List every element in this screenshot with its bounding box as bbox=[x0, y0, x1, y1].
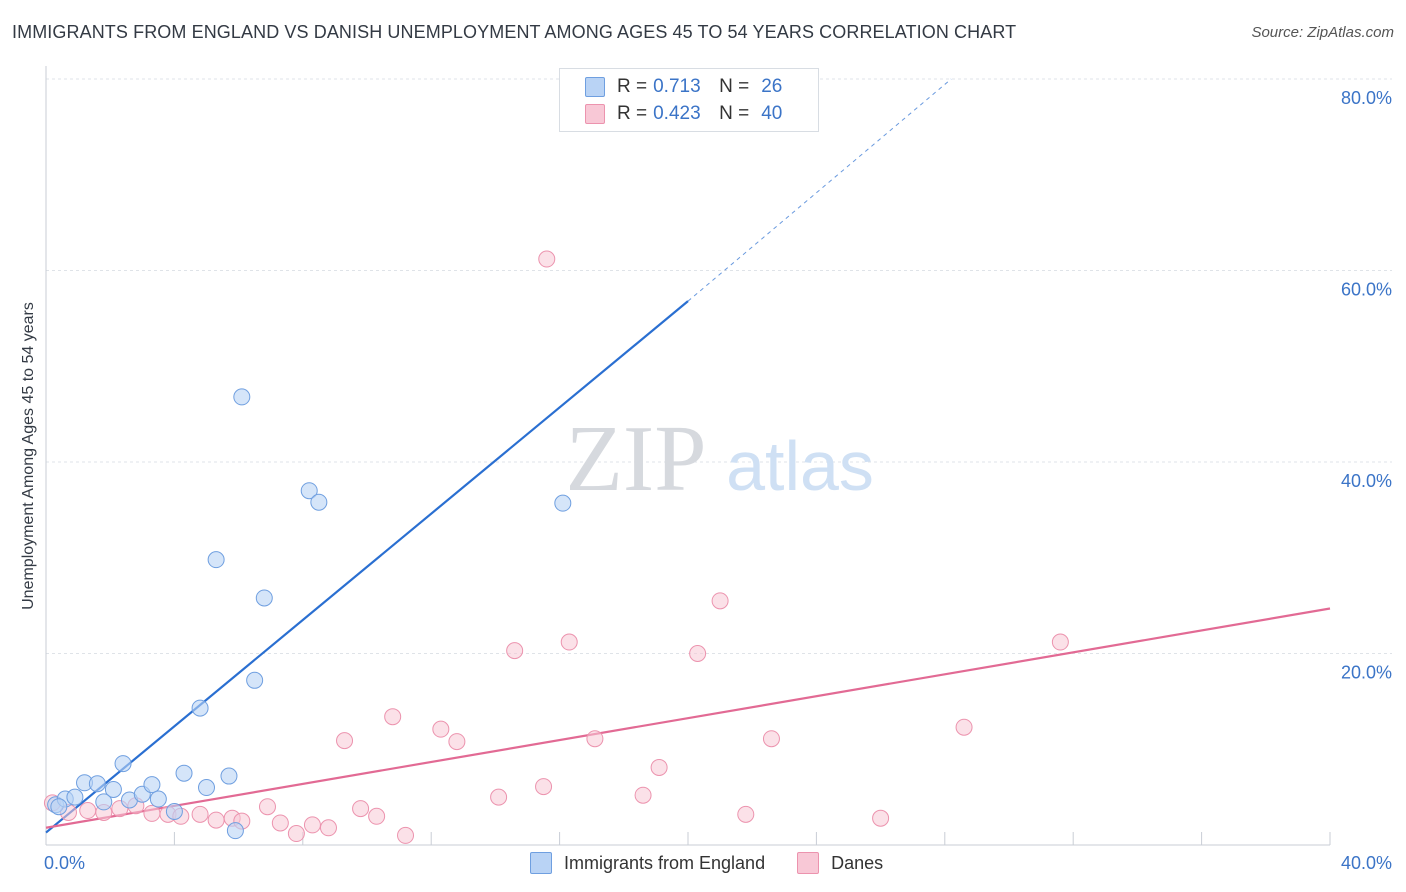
point-england bbox=[233, 388, 251, 406]
trend-line-danes bbox=[45, 607, 1331, 829]
point-danes bbox=[506, 642, 524, 660]
point-england bbox=[66, 788, 84, 806]
point-england bbox=[226, 822, 244, 840]
point-danes bbox=[384, 708, 402, 726]
point-danes bbox=[352, 800, 370, 818]
point-danes bbox=[397, 826, 415, 844]
source-label: Source: ZipAtlas.com bbox=[1251, 24, 1394, 41]
point-danes bbox=[634, 786, 652, 804]
point-danes bbox=[336, 732, 354, 750]
point-england bbox=[255, 589, 273, 607]
point-danes bbox=[538, 250, 556, 268]
point-danes bbox=[368, 807, 386, 825]
point-england bbox=[95, 793, 113, 811]
england-swatch bbox=[585, 77, 605, 97]
legend-item-england[interactable]: Immigrants from England bbox=[530, 852, 765, 874]
point-england bbox=[207, 551, 225, 569]
point-danes bbox=[689, 645, 707, 662]
point-danes bbox=[1051, 633, 1069, 651]
r-value: 0.713 bbox=[653, 76, 701, 97]
point-england bbox=[220, 767, 238, 785]
stats-legend: R = 0.713 N = 26 R = 0.423 N = 40 bbox=[559, 68, 819, 132]
n-label: N = bbox=[719, 76, 750, 97]
n-value: 40 bbox=[761, 103, 783, 124]
point-england bbox=[114, 755, 132, 773]
point-danes bbox=[737, 805, 755, 823]
point-danes bbox=[319, 819, 337, 837]
y-tick-label: 60.0% bbox=[1341, 280, 1392, 300]
point-danes bbox=[650, 758, 668, 776]
stats-row-england: R = 0.713 N = 26 bbox=[585, 75, 782, 99]
point-england bbox=[246, 671, 264, 689]
legend-label-danes: Danes bbox=[831, 852, 884, 873]
point-danes bbox=[258, 798, 276, 816]
series-legend: Immigrants from England Danes bbox=[530, 852, 915, 874]
point-danes bbox=[79, 802, 97, 820]
point-danes bbox=[560, 633, 578, 651]
point-england bbox=[191, 699, 209, 717]
r-value: 0.423 bbox=[653, 103, 701, 124]
trend-line-england bbox=[45, 300, 689, 834]
point-england bbox=[50, 798, 68, 816]
danes-swatch bbox=[797, 852, 820, 874]
england-swatch bbox=[530, 852, 552, 874]
point-danes bbox=[762, 730, 780, 748]
point-danes bbox=[535, 778, 553, 796]
point-danes bbox=[955, 718, 973, 736]
grid-layer bbox=[46, 78, 1392, 654]
point-danes bbox=[207, 811, 225, 829]
point-danes bbox=[303, 816, 321, 834]
y-tick-label: 80.0% bbox=[1341, 88, 1392, 108]
n-value: 26 bbox=[761, 76, 783, 97]
x-tick-label: 40.0% bbox=[1341, 853, 1392, 873]
point-england bbox=[149, 790, 167, 808]
point-danes bbox=[490, 788, 508, 806]
point-england bbox=[175, 764, 193, 782]
chart-title: IMMIGRANTS FROM ENGLAND VS DANISH UNEMPL… bbox=[12, 22, 1017, 42]
watermark-zip: ZIP bbox=[566, 407, 707, 511]
trend-lines bbox=[45, 78, 1331, 834]
point-england bbox=[198, 779, 215, 797]
axes-layer: 20.0% 40.0% 60.0% 80.0% 0.0% 40.0% bbox=[44, 66, 1392, 873]
x-tick-label: 0.0% bbox=[44, 853, 85, 873]
y-tick-label: 20.0% bbox=[1341, 663, 1392, 683]
r-label: R = bbox=[617, 103, 648, 124]
point-danes bbox=[287, 825, 305, 843]
legend-label-england: Immigrants from England bbox=[564, 852, 766, 873]
point-england bbox=[104, 780, 122, 798]
trend-line-england-extension bbox=[687, 78, 952, 302]
point-danes bbox=[191, 805, 209, 823]
point-danes bbox=[143, 804, 161, 822]
danes-swatch bbox=[585, 104, 605, 124]
stats-row-danes: R = 0.423 N = 40 bbox=[585, 102, 782, 126]
point-england bbox=[165, 802, 183, 820]
point-danes bbox=[711, 592, 729, 610]
legend-item-danes[interactable]: Danes bbox=[797, 852, 883, 874]
point-danes bbox=[586, 730, 604, 748]
watermark-atlas: atlas bbox=[726, 427, 874, 505]
y-tick-label: 40.0% bbox=[1341, 471, 1392, 491]
point-england bbox=[88, 775, 106, 793]
point-danes bbox=[432, 720, 450, 738]
point-danes bbox=[448, 733, 466, 751]
point-england bbox=[143, 776, 161, 794]
point-england bbox=[300, 482, 318, 500]
data-points bbox=[43, 250, 1069, 844]
r-label: R = bbox=[617, 76, 648, 97]
point-danes bbox=[271, 814, 289, 832]
point-england bbox=[554, 494, 572, 512]
point-danes bbox=[872, 809, 890, 827]
point-england bbox=[310, 493, 328, 511]
n-label: N = bbox=[719, 103, 750, 124]
